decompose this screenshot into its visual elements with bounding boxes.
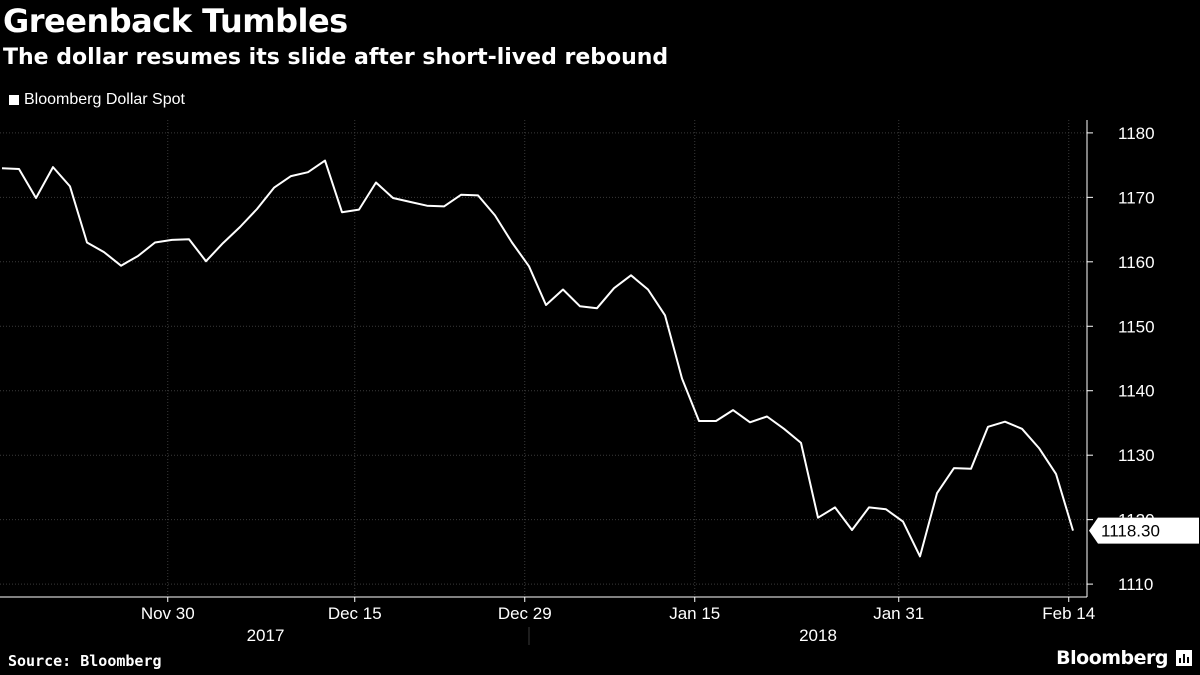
- legend-label: Bloomberg Dollar Spot: [24, 91, 185, 108]
- y-tick-label: 1170: [1118, 188, 1155, 207]
- x-tick-label: Jan 15: [669, 604, 720, 623]
- last-value-badge: [1089, 517, 1199, 544]
- x-tick-label: Jan 31: [873, 604, 924, 623]
- x-tick-label: Dec 15: [328, 604, 382, 623]
- brand: Bloomberg: [1056, 647, 1192, 669]
- legend-swatch: [9, 95, 19, 105]
- last-value-label: 1118.30: [1101, 522, 1160, 541]
- y-tick-label: 1150: [1118, 317, 1155, 336]
- bloomberg-chart-icon: [1176, 650, 1192, 666]
- x-tick-label: Dec 29: [498, 604, 552, 623]
- year-label-2018: 2018: [799, 626, 837, 645]
- y-tick-label: 1160: [1118, 253, 1155, 272]
- brand-name: Bloomberg: [1056, 647, 1168, 669]
- y-tick-label: 1140: [1118, 382, 1155, 401]
- year-label-2017: 2017: [247, 626, 285, 645]
- y-tick-label: 1110: [1118, 575, 1153, 594]
- legend: Bloomberg Dollar Spot: [9, 91, 185, 109]
- source-note: Source: Bloomberg: [8, 652, 162, 670]
- series-line: [1, 159, 1074, 558]
- y-tick-label: 1180: [1118, 124, 1155, 143]
- chart-subtitle: The dollar resumes its slide after short…: [3, 45, 669, 70]
- x-tick-label: Nov 30: [141, 604, 195, 623]
- y-tick-label: 1130: [1118, 446, 1155, 465]
- x-tick-label: Feb 14: [1042, 604, 1095, 623]
- chart-title: Greenback Tumbles: [3, 2, 348, 40]
